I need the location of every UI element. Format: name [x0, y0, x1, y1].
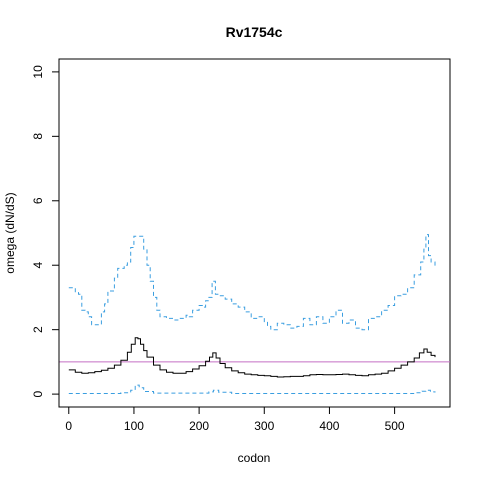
series-line-1: [68, 234, 436, 331]
plot-frame: [58, 58, 451, 408]
y-tick-label: 6: [31, 197, 45, 204]
y-tick-label: 2: [31, 326, 45, 333]
x-tick-label: 500: [385, 419, 405, 433]
series-line-2: [68, 337, 436, 378]
y-axis: 0 2 4 6 8 10: [31, 65, 60, 397]
x-tick-label: 100: [124, 419, 144, 433]
series-layer: [68, 234, 436, 394]
x-axis-label: codon: [238, 451, 271, 465]
x-tick-label: 300: [254, 419, 274, 433]
x-tick-label: 0: [65, 419, 72, 433]
chart-title: Rv1754c: [226, 24, 283, 40]
y-tick-label: 8: [31, 133, 45, 140]
y-tick-label: 0: [31, 390, 45, 397]
y-tick-label: 10: [31, 65, 45, 79]
y-tick-label: 4: [31, 262, 45, 269]
series-line-3: [68, 384, 436, 394]
x-axis: 0 100 200 300 400 500: [65, 406, 405, 433]
x-tick-label: 400: [319, 419, 339, 433]
y-axis-label: omega (dN/dS): [3, 192, 17, 273]
x-tick-label: 200: [189, 419, 209, 433]
